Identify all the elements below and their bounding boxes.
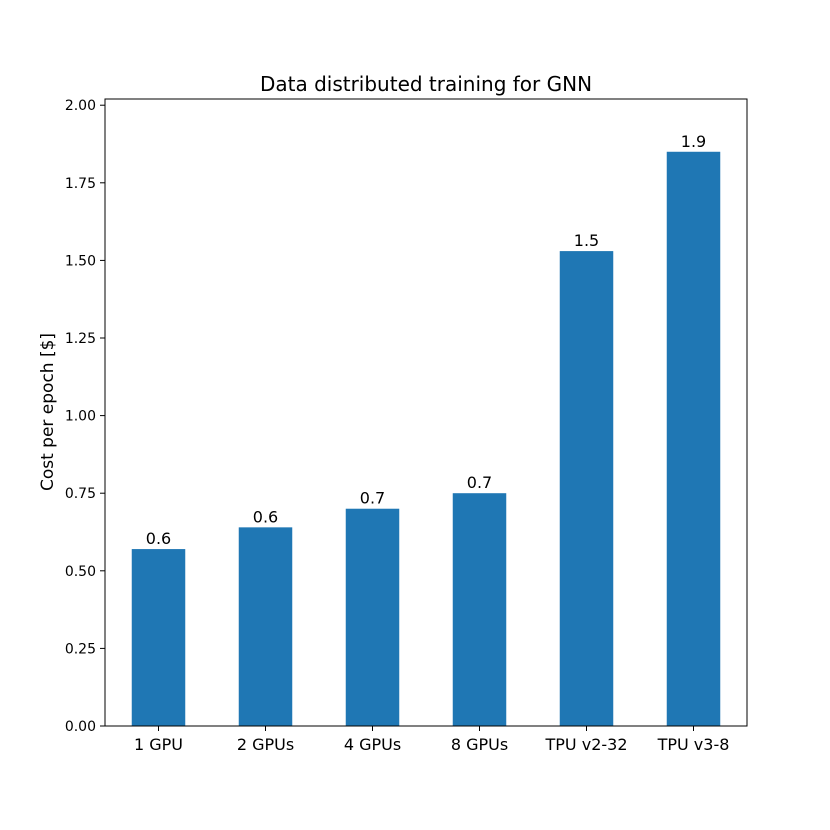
bar-value-label-4: 1.5	[574, 231, 599, 250]
bar-3	[452, 493, 507, 726]
bar-value-label-5: 1.9	[681, 132, 706, 151]
y-tick-label-5: 1.25	[65, 331, 96, 347]
y-tick-label-1: 0.25	[65, 641, 96, 657]
y-tick-label-8: 2.00	[65, 98, 96, 114]
chart-title: Data distributed training for GNN	[260, 72, 592, 96]
x-tick-label-4: TPU v2-32	[545, 735, 628, 754]
y-tick-label-2: 0.50	[65, 564, 96, 580]
x-tick-label-0: 1 GPU	[134, 735, 183, 754]
y-tick-label-3: 0.75	[65, 486, 96, 502]
bar-2	[345, 508, 400, 726]
y-axis-label: Cost per epoch [$]	[38, 333, 58, 491]
x-tick-label-5: TPU v3-8	[657, 735, 730, 754]
bar-4	[559, 251, 614, 726]
y-axis-ticks: 0.00 0.25 0.50 0.75 1.00 1.25 1.50 1.75 2.00	[65, 98, 105, 735]
x-tick-label-2: 4 GPUs	[344, 735, 401, 754]
x-tick-label-3: 8 GPUs	[451, 735, 508, 754]
bar-value-label-0: 0.6	[146, 529, 171, 548]
bar-value-label-3: 0.7	[467, 473, 492, 492]
y-tick-label-6: 1.50	[65, 253, 96, 269]
bar-value-label-2: 0.7	[360, 489, 385, 508]
x-axis-ticks: 1 GPU 2 GPUs 4 GPUs 8 GPUs TPU v2-32 TPU v3-8	[134, 726, 729, 754]
y-tick-label-4: 1.00	[65, 409, 96, 425]
bar-value-label-1: 0.6	[253, 507, 278, 526]
bar-5	[666, 151, 721, 726]
x-tick-label-1: 2 GPUs	[237, 735, 294, 754]
y-tick-label-7: 1.75	[65, 176, 96, 192]
bars-layer	[131, 151, 721, 726]
y-tick-label-0: 0.00	[65, 719, 96, 735]
bar-labels-layer: 0.6 0.6 0.7 0.7 1.5 1.9	[146, 132, 706, 548]
plot-frame	[104, 98, 748, 727]
bar-0	[131, 549, 186, 726]
bar-1	[238, 527, 293, 726]
